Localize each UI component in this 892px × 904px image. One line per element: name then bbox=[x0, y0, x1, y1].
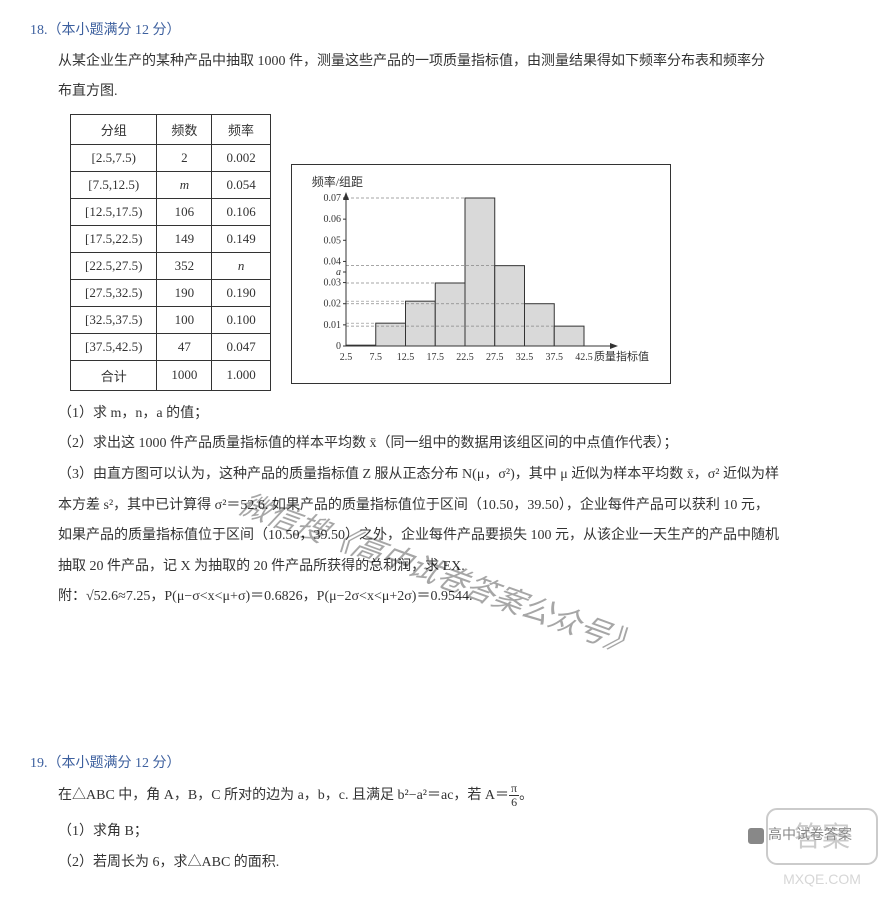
histogram-container: 频率/组距 0 0.01 0.02 0.03 0.04 0.05 0.06 0.07 a 2.5 7… bbox=[291, 164, 671, 384]
q19-sub2: （2）若周长为 6，求△ABC 的面积. bbox=[58, 850, 862, 877]
table-header: 频数 bbox=[157, 114, 212, 144]
q18-sub1: （1）求 m，n，a 的值； bbox=[58, 401, 862, 428]
watermark-corner-text: 高中试卷答案 bbox=[748, 824, 852, 844]
table-cell: [17.5,22.5) bbox=[71, 225, 157, 252]
q19-number: 19.（本小题满分 12 分） bbox=[30, 756, 181, 771]
table-cell: 0.106 bbox=[212, 198, 270, 225]
q18-sub2: （2）求出这 1000 件产品质量指标值的样本平均数 x̄（同一组中的数据用该组… bbox=[58, 431, 862, 458]
q18-note: 附：√52.6≈7.25，P(μ−σ<x<μ+σ)＝0.6826，P(μ−2σ<… bbox=[58, 584, 862, 611]
q18-sub3c: 如果产品的质量指标值位于区间（10.50，39.50）之外，企业每件产品要损失 … bbox=[58, 523, 862, 550]
histogram-chart: 0 0.01 0.02 0.03 0.04 0.05 0.06 0.07 a 2.5 7.5 12.5… bbox=[304, 192, 654, 372]
q18-sub3b: 本方差 s²，其中已计算得 σ²＝52.6. 如果产品的质量指标值位于区间（10… bbox=[58, 493, 862, 520]
table-row: [27.5,32.5)1900.190 bbox=[71, 279, 271, 306]
table-cell: m bbox=[157, 171, 212, 198]
table-row: [2.5,7.5)20.002 bbox=[71, 144, 271, 171]
svg-text:22.5: 22.5 bbox=[456, 352, 474, 363]
table-cell: [27.5,32.5) bbox=[71, 279, 157, 306]
table-header: 分组 bbox=[71, 114, 157, 144]
table-cell: 100 bbox=[157, 306, 212, 333]
table-cell: 1000 bbox=[157, 360, 212, 390]
q19-sub1: （1）求角 B； bbox=[58, 819, 862, 846]
table-cell: 2 bbox=[157, 144, 212, 171]
svg-text:0.04: 0.04 bbox=[323, 256, 341, 267]
q18-sub3d: 抽取 20 件产品，记 X 为抽取的 20 件产品所获得的总利润，求 EX. bbox=[58, 554, 862, 581]
table-cell: 0.100 bbox=[212, 306, 270, 333]
q19-intro-pre: 在△ABC 中，角 A，B，C 所对的边为 a，b，c. 且满足 b²−a²＝a… bbox=[58, 787, 509, 802]
table-header: 频率 bbox=[212, 114, 270, 144]
watermark-corner-label: 高中试卷答案 bbox=[768, 828, 852, 843]
table-cell: [2.5,7.5) bbox=[71, 144, 157, 171]
table-row: [12.5,17.5)1060.106 bbox=[71, 198, 271, 225]
svg-text:42.5: 42.5 bbox=[575, 352, 593, 363]
table-cell: [22.5,27.5) bbox=[71, 252, 157, 279]
q18-sub3a: （3）由直方图可以认为，这种产品的质量指标值 Z 服从正态分布 N(μ，σ²)，… bbox=[58, 462, 862, 489]
q19-frac-den: 6 bbox=[509, 796, 519, 809]
table-cell: 0.002 bbox=[212, 144, 270, 171]
table-cell: [12.5,17.5) bbox=[71, 198, 157, 225]
table-cell: 47 bbox=[157, 333, 212, 360]
chart-y-title: 频率/组距 bbox=[312, 173, 658, 190]
table-row: [17.5,22.5)1490.149 bbox=[71, 225, 271, 252]
svg-text:0: 0 bbox=[336, 341, 341, 352]
table-cell: 0.190 bbox=[212, 279, 270, 306]
wechat-icon bbox=[748, 828, 764, 844]
svg-text:0.07: 0.07 bbox=[323, 193, 341, 204]
frequency-table: 分组频数频率 [2.5,7.5)20.002[7.5,12.5)m0.054[1… bbox=[70, 114, 271, 391]
svg-text:2.5: 2.5 bbox=[339, 352, 352, 363]
table-cell: n bbox=[212, 252, 270, 279]
svg-text:0.06: 0.06 bbox=[323, 214, 341, 225]
table-cell: 149 bbox=[157, 225, 212, 252]
svg-text:0.05: 0.05 bbox=[323, 235, 341, 246]
q18-intro-line2: 布直方图. bbox=[58, 79, 862, 106]
table-cell: 0.047 bbox=[212, 333, 270, 360]
table-cell: 0.149 bbox=[212, 225, 270, 252]
svg-text:7.5: 7.5 bbox=[369, 352, 382, 363]
svg-text:17.5: 17.5 bbox=[426, 352, 444, 363]
q19-frac-num: π bbox=[509, 782, 519, 796]
q19-intro-post: 。 bbox=[519, 787, 533, 802]
q19-fraction: π6 bbox=[509, 782, 519, 809]
svg-text:0.02: 0.02 bbox=[323, 298, 341, 309]
table-row: [37.5,42.5)470.047 bbox=[71, 333, 271, 360]
table-row: [22.5,27.5)352n bbox=[71, 252, 271, 279]
table-cell: [37.5,42.5) bbox=[71, 333, 157, 360]
table-cell: 1.000 bbox=[212, 360, 270, 390]
svg-text:12.5: 12.5 bbox=[396, 352, 414, 363]
svg-text:0.01: 0.01 bbox=[323, 320, 341, 331]
svg-text:质量指标值: 质量指标值 bbox=[594, 349, 649, 363]
q19-intro: 在△ABC 中，角 A，B，C 所对的边为 a，b，c. 且满足 b²−a²＝a… bbox=[58, 782, 862, 810]
table-cell: 合计 bbox=[71, 360, 157, 390]
table-row: 合计10001.000 bbox=[71, 360, 271, 390]
svg-text:a: a bbox=[336, 267, 341, 278]
svg-text:27.5: 27.5 bbox=[486, 352, 504, 363]
svg-text:37.5: 37.5 bbox=[545, 352, 563, 363]
table-cell: 0.054 bbox=[212, 171, 270, 198]
table-row: [7.5,12.5)m0.054 bbox=[71, 171, 271, 198]
table-cell: 190 bbox=[157, 279, 212, 306]
q18-intro-line1: 从某企业生产的某种产品中抽取 1000 件，测量这些产品的一项质量指标值，由测量… bbox=[58, 49, 862, 76]
svg-text:0.03: 0.03 bbox=[323, 277, 341, 288]
table-cell: [32.5,37.5) bbox=[71, 306, 157, 333]
table-cell: 106 bbox=[157, 198, 212, 225]
table-row: [32.5,37.5)1000.100 bbox=[71, 306, 271, 333]
table-cell: 352 bbox=[157, 252, 212, 279]
svg-text:32.5: 32.5 bbox=[515, 352, 533, 363]
q18-number: 18.（本小题满分 12 分） bbox=[30, 23, 181, 38]
table-cell: [7.5,12.5) bbox=[71, 171, 157, 198]
